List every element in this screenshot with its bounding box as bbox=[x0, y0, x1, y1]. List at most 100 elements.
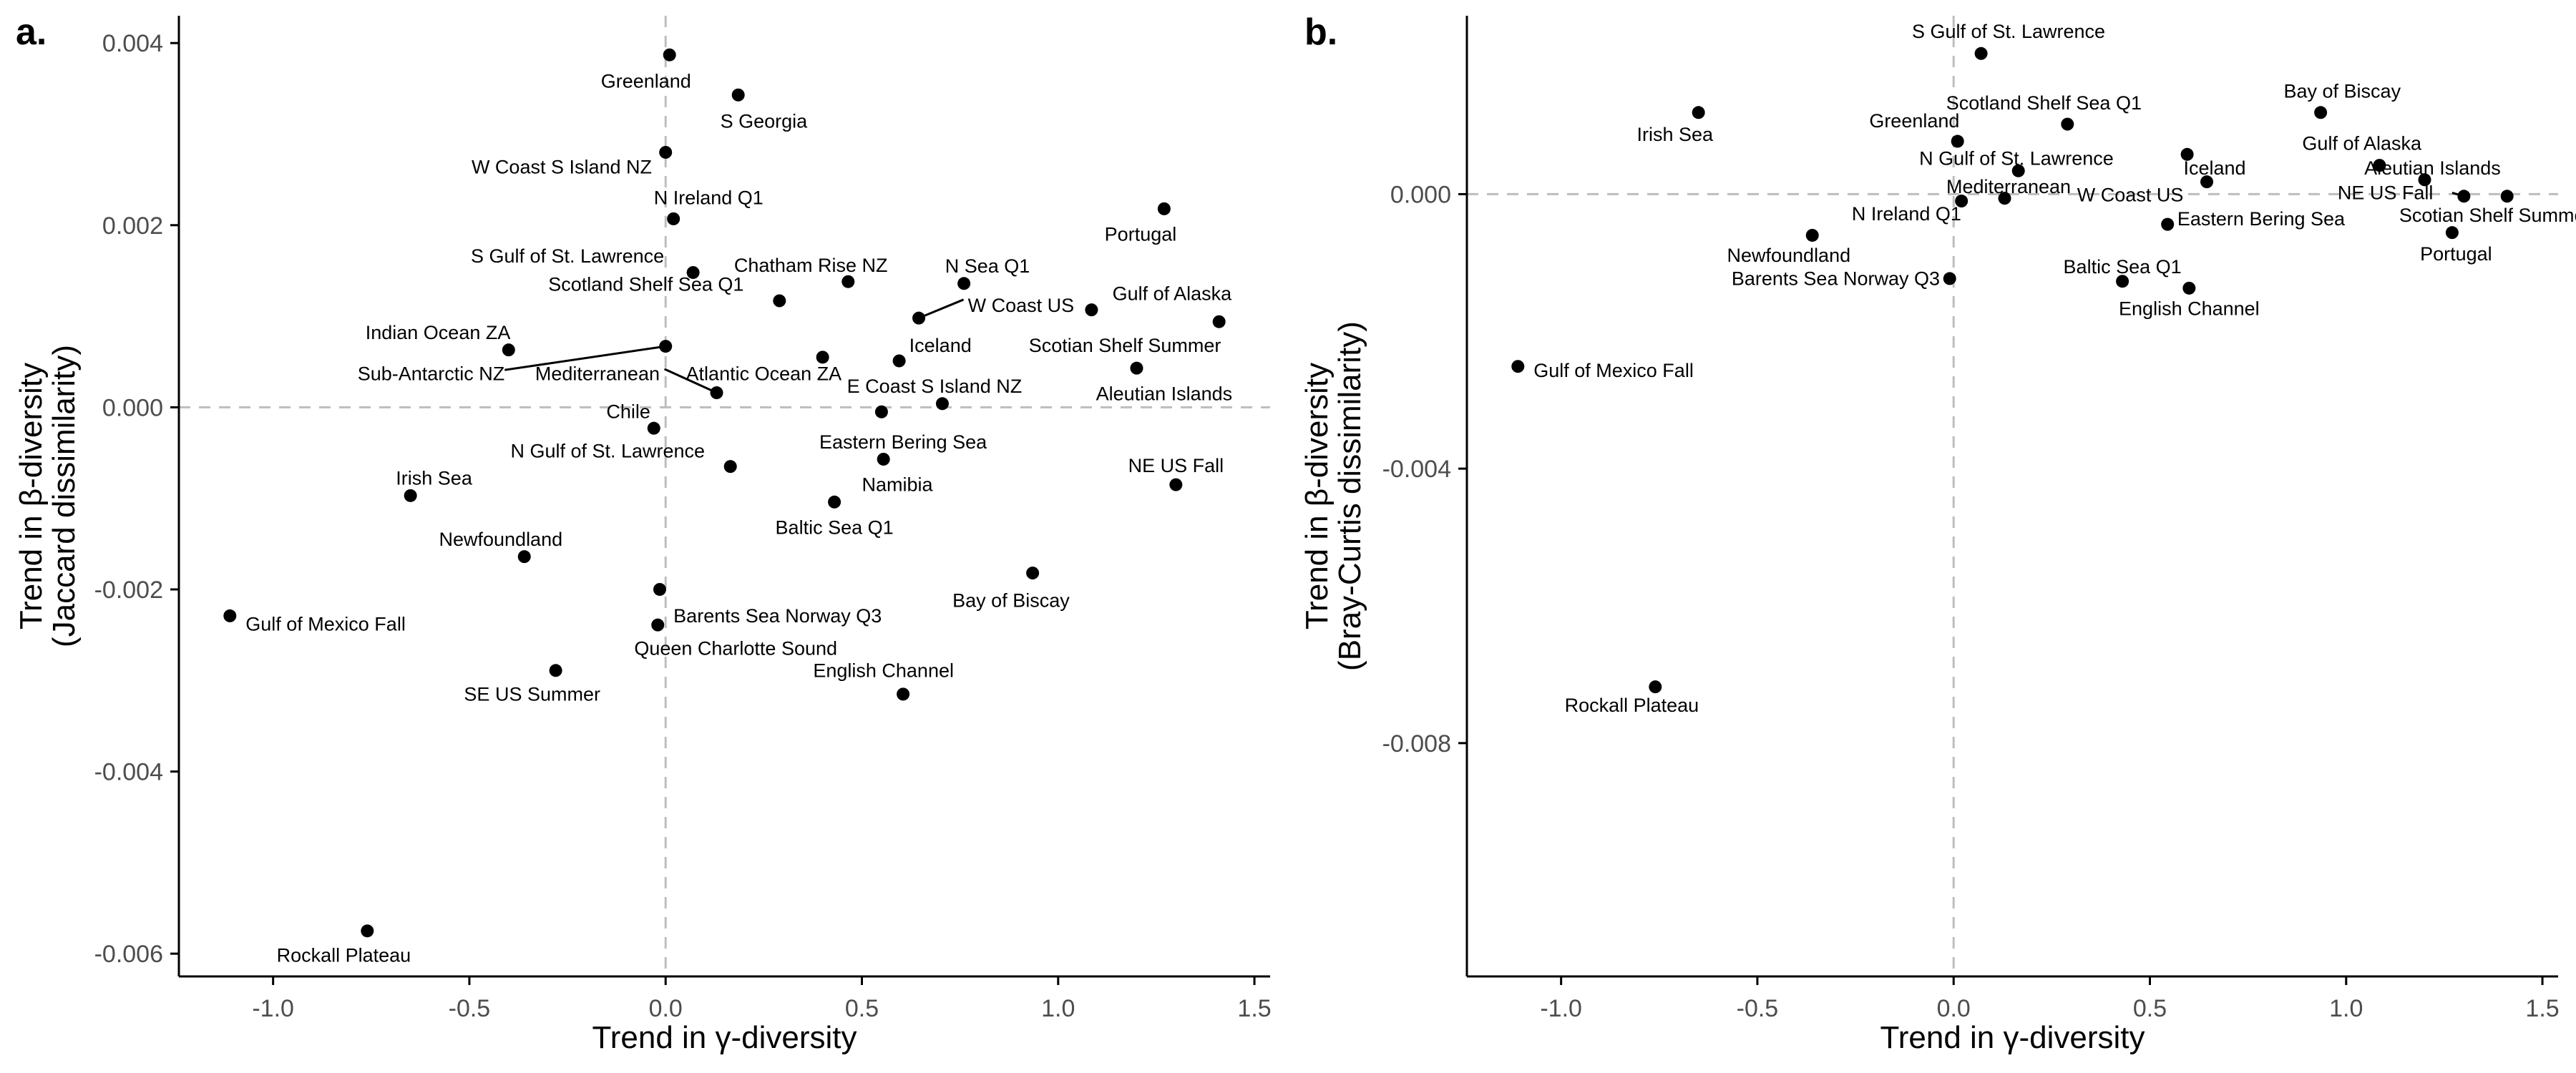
point-label-aleutian-islands: Aleutian Islands bbox=[2364, 157, 2501, 179]
point-n-ireland-q1 bbox=[667, 212, 680, 225]
x-axis-title: Trend in γ-diversity bbox=[1880, 1020, 2145, 1055]
point-greenland bbox=[663, 48, 676, 62]
point-eastern-bering-sea bbox=[2161, 217, 2175, 231]
point-s-gulf-of-st-lawrence bbox=[1974, 46, 1988, 60]
panel-a-jaccard-scatter: -1.0 -0.5 0.0 0.5 1.0 1.5 -0.006 -0.004 -0.002 0.… bbox=[14, 11, 1272, 1055]
point-rockall-plateau bbox=[361, 924, 374, 938]
point-label-eastern-bering-sea: Eastern Bering Sea bbox=[819, 431, 987, 453]
point-label-scotian-shelf-summer: Scotian Shelf Summer bbox=[1029, 335, 1221, 356]
point-label-scotland-shelf-sea-q1: Scotland Shelf Sea Q1 bbox=[1946, 92, 2142, 114]
point-label-mediterranean: Mediterranean bbox=[535, 363, 660, 384]
point-label-newfoundland: Newfoundland bbox=[439, 529, 562, 550]
y-tick-label: 0.000 bbox=[1390, 181, 1451, 208]
point-baltic-sea-q1 bbox=[2116, 275, 2129, 288]
point-label-barents-sea-norway-q3: Barents Sea Norway Q3 bbox=[673, 605, 882, 627]
point-label-n-gulf-of-st-lawrence: N Gulf of St. Lawrence bbox=[510, 440, 705, 461]
point-label-irish-sea: Irish Sea bbox=[396, 468, 473, 489]
point-label-s-georgia: S Georgia bbox=[721, 111, 809, 132]
point-label-barents-sea-norway-q3: Barents Sea Norway Q3 bbox=[1732, 268, 1940, 289]
point-barents-sea-norway-q3 bbox=[653, 582, 666, 596]
point-label-n-gulf-of-st-lawrence: N Gulf of St. Lawrence bbox=[1919, 148, 2114, 170]
x-tick-label: -0.5 bbox=[449, 995, 491, 1022]
point-scotian-shelf-summer bbox=[2500, 190, 2514, 203]
point-label-e-coast-s-island-nz: E Coast S Island NZ bbox=[847, 376, 1023, 397]
point-e-coast-s-island-nz bbox=[935, 397, 949, 411]
point-label-s-gulf-of-st-lawrence: S Gulf of St. Lawrence bbox=[471, 245, 664, 267]
panel-b-bray-curtis-scatter: -1.0 -0.5 0.0 0.5 1.0 1.5 -0.008 -0.004 0.000 Tre… bbox=[1299, 11, 2576, 1055]
x-tick-label: 0.0 bbox=[1937, 995, 1971, 1022]
point-mediterranean bbox=[1998, 192, 2011, 205]
y-tick-label: -0.008 bbox=[1382, 730, 1451, 758]
point-se-us-summer bbox=[549, 664, 562, 677]
point-label-greenland: Greenland bbox=[1869, 110, 1959, 132]
panel-letter: a. bbox=[16, 11, 47, 53]
point-label-n-ireland-q1: N Ireland Q1 bbox=[654, 187, 763, 209]
point-label-se-us-summer: SE US Summer bbox=[464, 683, 600, 705]
point-gulf-of-mexico-fall bbox=[1511, 360, 1525, 373]
point-label-w-coast-us: W Coast US bbox=[2077, 184, 2184, 205]
point-newfoundland bbox=[1805, 228, 1819, 242]
y-tick-label: -0.004 bbox=[94, 759, 163, 786]
point-iceland bbox=[892, 354, 906, 368]
point-label-ne-us-fall: NE US Fall bbox=[2338, 182, 2434, 203]
point-scotland-shelf-sea-q1 bbox=[773, 294, 786, 308]
point-chatham-rise-nz bbox=[841, 275, 855, 288]
point-label-gulf-of-mexico-fall: Gulf of Mexico Fall bbox=[1533, 360, 1694, 381]
x-tick-label: -1.0 bbox=[252, 995, 294, 1022]
point-label-mediterranean: Mediterranean bbox=[1946, 176, 2071, 197]
point-queen-charlotte-sound bbox=[651, 618, 665, 632]
point-label-baltic-sea-q1: Baltic Sea Q1 bbox=[2064, 256, 2182, 278]
point-label-ne-us-fall: NE US Fall bbox=[1128, 455, 1224, 476]
point-label-english-channel: English Channel bbox=[813, 660, 954, 681]
leader-line-mediterranean bbox=[663, 368, 718, 394]
x-tick-label: 0.5 bbox=[845, 995, 879, 1022]
point-n-gulf-of-st-lawrence bbox=[723, 460, 737, 474]
point-gulf-of-alaska bbox=[2373, 159, 2386, 172]
point-scotland-shelf-sea-q1 bbox=[2061, 117, 2074, 131]
y-tick-label: 0.002 bbox=[102, 212, 163, 240]
point-label-aleutian-islands: Aleutian Islands bbox=[1096, 383, 1233, 404]
point-ne-us-fall bbox=[1169, 478, 1183, 491]
x-tick-label: -1.0 bbox=[1540, 995, 1582, 1022]
point-label-gulf-of-alaska: Gulf of Alaska bbox=[2302, 132, 2422, 154]
x-tick-label: -0.5 bbox=[1737, 995, 1779, 1022]
y-tick-label: 0.000 bbox=[102, 394, 163, 421]
point-label-scotian-shelf-summer: Scotian Shelf Summer bbox=[2399, 205, 2576, 226]
x-tick-label: 1.5 bbox=[2525, 995, 2559, 1022]
y-axis-title-line-2: (Jaccard dissimilarity) bbox=[47, 345, 82, 647]
point-label-bay-of-biscay: Bay of Biscay bbox=[2284, 81, 2401, 102]
leader-line-scotland-shelf-sea-q1-point bbox=[504, 345, 666, 371]
x-tick-label: 1.5 bbox=[1237, 995, 1271, 1022]
point-bay-of-biscay bbox=[1026, 567, 1040, 580]
point-chile bbox=[647, 421, 660, 435]
leader-line-w-coast-us bbox=[918, 298, 965, 320]
point-bay-of-biscay bbox=[2314, 106, 2328, 119]
point-label-chatham-rise-nz: Chatham Rise NZ bbox=[734, 255, 888, 276]
y-tick-label: 0.004 bbox=[102, 30, 163, 57]
point-aleutian-islands bbox=[2418, 173, 2431, 187]
point-irish-sea bbox=[1692, 106, 1705, 119]
point-atlantic-ocean-za bbox=[816, 351, 829, 364]
point-s-gulf-of-st-lawrence bbox=[686, 265, 700, 279]
point-aleutian-islands bbox=[1130, 361, 1143, 375]
point-label-rockall-plateau: Rockall Plateau bbox=[1565, 695, 1699, 716]
point-scotian-shelf-summer bbox=[1212, 315, 1226, 328]
point-label-greenland: Greenland bbox=[601, 71, 691, 92]
point-label-iceland: Iceland bbox=[909, 335, 972, 356]
y-tick-label: -0.006 bbox=[94, 941, 163, 968]
x-tick-label: 0.0 bbox=[649, 995, 683, 1022]
panel-letter: b. bbox=[1304, 11, 1337, 53]
point-label-atlantic-ocean-za: Atlantic Ocean ZA bbox=[686, 363, 842, 384]
point-label-indian-ocean-za: Indian Ocean ZA bbox=[366, 322, 511, 343]
point-label-s-gulf-of-st-lawrence: S Gulf of St. Lawrence bbox=[1912, 21, 2105, 42]
point-w-coast-s-island-nz bbox=[659, 145, 673, 159]
point-barents-sea-norway-q3 bbox=[1943, 272, 1956, 285]
point-rockall-plateau bbox=[1649, 680, 1662, 694]
point-label-bay-of-biscay: Bay of Biscay bbox=[952, 589, 1070, 611]
point-w-coast-us bbox=[2200, 175, 2214, 189]
point-eastern-bering-sea bbox=[874, 405, 888, 418]
point-gulf-of-alaska bbox=[1085, 303, 1098, 317]
point-label-w-coast-s-island-nz: W Coast S Island NZ bbox=[472, 156, 652, 177]
point-label-irish-sea: Irish Sea bbox=[1636, 124, 1714, 145]
